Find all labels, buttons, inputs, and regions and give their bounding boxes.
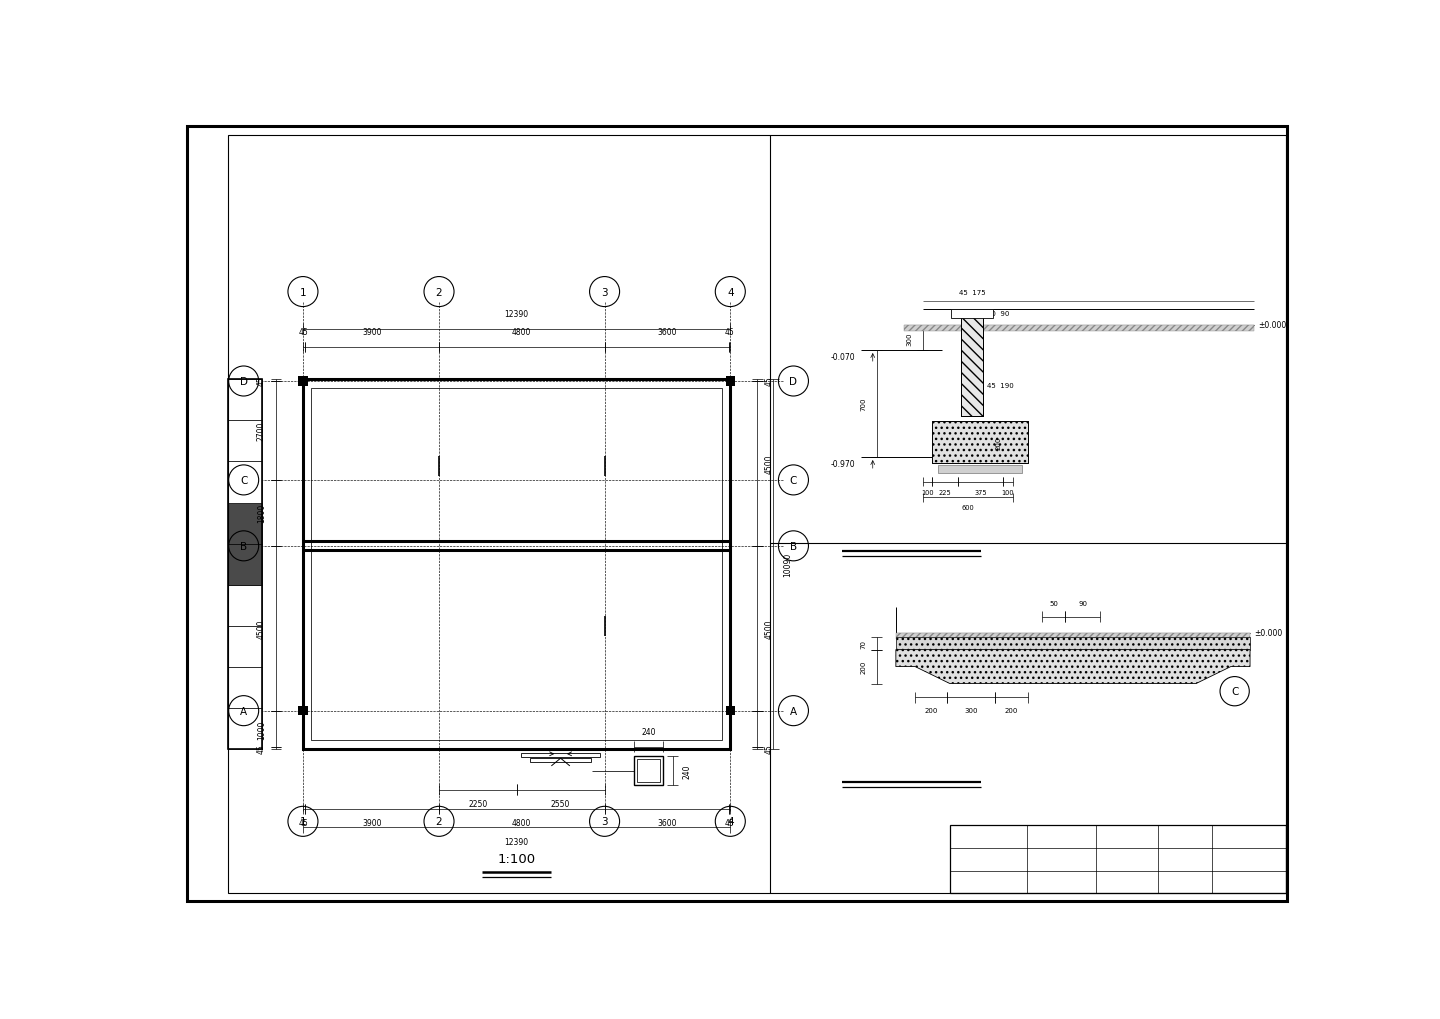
Text: 4500: 4500: [765, 454, 773, 474]
Text: 45: 45: [765, 744, 773, 753]
Text: C: C: [240, 476, 248, 485]
Polygon shape: [903, 326, 1254, 331]
Text: 225: 225: [939, 489, 952, 495]
Text: C: C: [789, 476, 798, 485]
Text: 70: 70: [861, 639, 867, 648]
Text: A: A: [240, 706, 248, 716]
Text: 200: 200: [996, 436, 1002, 449]
Text: 200: 200: [861, 660, 867, 674]
Bar: [896, 637, 1250, 650]
Text: 45: 45: [724, 328, 734, 337]
Polygon shape: [896, 634, 1250, 639]
Bar: [229, 380, 262, 749]
Bar: [229, 585, 262, 626]
Bar: [298, 377, 308, 386]
Text: 600: 600: [962, 504, 975, 511]
Text: 1:100: 1:100: [498, 852, 536, 865]
Text: 2: 2: [436, 287, 442, 298]
Text: 45: 45: [300, 328, 308, 337]
Text: 3: 3: [602, 287, 608, 298]
Text: D: D: [239, 377, 248, 386]
Text: 700: 700: [861, 397, 867, 411]
Text: A: A: [791, 706, 796, 716]
Text: 375: 375: [975, 489, 986, 495]
Text: 4500: 4500: [256, 619, 266, 638]
Bar: [932, 422, 1028, 464]
Polygon shape: [896, 650, 1250, 684]
Text: 1800: 1800: [256, 503, 266, 523]
Bar: [311, 389, 721, 741]
Text: 100: 100: [922, 489, 933, 495]
Bar: [962, 309, 984, 416]
Bar: [726, 706, 734, 715]
Bar: [521, 753, 600, 757]
Text: 4: 4: [727, 816, 733, 826]
Text: 45  190: 45 190: [986, 382, 1014, 388]
Bar: [726, 377, 734, 386]
Text: 4500: 4500: [765, 619, 773, 638]
Text: 3900: 3900: [361, 328, 382, 337]
Bar: [939, 466, 1022, 473]
Text: B: B: [240, 541, 248, 551]
Text: 45: 45: [256, 376, 266, 385]
Bar: [962, 309, 984, 416]
Bar: [530, 758, 592, 762]
Text: 2550: 2550: [552, 799, 570, 808]
Text: 4: 4: [727, 287, 733, 298]
Bar: [229, 544, 262, 585]
Text: 4800: 4800: [513, 328, 531, 337]
Bar: [634, 756, 664, 786]
Text: 90: 90: [1079, 600, 1087, 606]
Text: 240: 240: [683, 763, 691, 777]
Text: 100: 100: [1002, 489, 1014, 495]
Text: 45: 45: [300, 818, 308, 827]
Bar: [932, 422, 1028, 464]
Text: 12390: 12390: [504, 837, 528, 846]
Text: 3600: 3600: [657, 328, 677, 337]
Text: 2: 2: [436, 816, 442, 826]
Bar: [229, 462, 262, 503]
Text: 3900: 3900: [361, 818, 382, 827]
Bar: [229, 421, 262, 462]
Bar: [229, 380, 262, 421]
Bar: [636, 759, 660, 783]
Bar: [950, 825, 1286, 893]
Text: 20  90: 20 90: [986, 311, 1009, 317]
Text: -0.970: -0.970: [831, 460, 855, 468]
Text: 300: 300: [907, 332, 913, 345]
Bar: [298, 706, 308, 715]
Text: -0.070: -0.070: [831, 353, 855, 362]
Text: 1: 1: [300, 816, 307, 826]
Text: 12390: 12390: [504, 310, 528, 318]
Text: 45  175: 45 175: [959, 290, 985, 297]
Bar: [302, 380, 730, 749]
Text: 45: 45: [724, 818, 734, 827]
Text: 1000: 1000: [256, 719, 266, 739]
Text: 3600: 3600: [657, 818, 677, 827]
Text: B: B: [791, 541, 796, 551]
Text: 50: 50: [1050, 600, 1058, 606]
Text: 200: 200: [924, 707, 937, 713]
Text: 2700: 2700: [256, 421, 266, 440]
Text: 1: 1: [300, 287, 307, 298]
Bar: [229, 708, 262, 749]
Text: C: C: [1231, 687, 1238, 697]
Text: 45: 45: [256, 744, 266, 753]
Text: 2250: 2250: [468, 799, 488, 808]
Text: 4800: 4800: [513, 818, 531, 827]
Text: 300: 300: [965, 707, 978, 713]
Bar: [229, 503, 262, 544]
Bar: [950, 309, 994, 318]
Text: 240: 240: [641, 728, 657, 736]
Text: 3: 3: [602, 816, 608, 826]
Text: ±0.000: ±0.000: [1257, 321, 1286, 330]
Bar: [229, 626, 262, 667]
Text: 200: 200: [1005, 707, 1018, 713]
Bar: [229, 667, 262, 708]
Text: D: D: [789, 377, 798, 386]
Text: 45: 45: [765, 376, 773, 385]
Text: 10090: 10090: [783, 552, 792, 577]
Text: ±0.000: ±0.000: [1254, 629, 1282, 638]
